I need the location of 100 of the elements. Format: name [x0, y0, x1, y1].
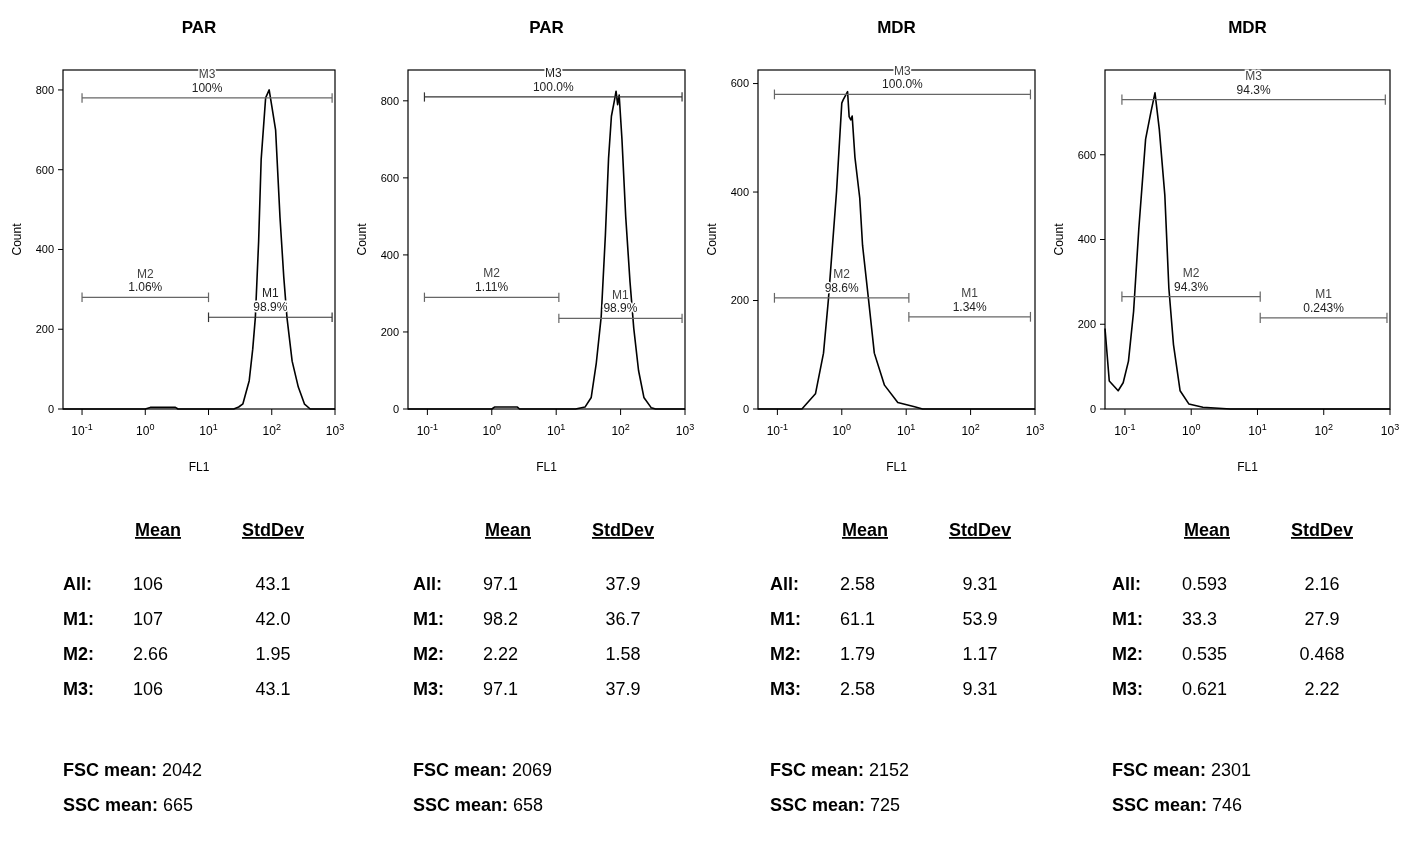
series-label: M1 — [961, 285, 979, 300]
x-tick-label: 10$^{2}$ — [262, 422, 281, 438]
text: 2.22 — [1304, 679, 1340, 699]
y-tick-label: 0 — [742, 402, 749, 415]
text: 43.1 — [255, 679, 291, 699]
text: 1.95 — [255, 644, 291, 664]
text: 2.58 — [840, 574, 876, 594]
x-tick-label: 10$^{3}$ — [325, 422, 345, 438]
y-tick-label: 400 — [730, 185, 749, 198]
text: M3: — [1112, 679, 1143, 699]
text: 0.593 — [1182, 574, 1228, 594]
text: StdDev — [591, 520, 655, 540]
y-axis-title: Count — [1052, 222, 1066, 256]
text: M2: — [413, 644, 444, 664]
text: 37.9 — [605, 574, 641, 594]
series-label: M2 — [136, 266, 154, 281]
y-axis-title: Count — [705, 222, 719, 256]
y-tick-label: 600 — [730, 77, 749, 90]
text: 9.31 — [962, 574, 998, 594]
y-tick-label: 200 — [730, 294, 749, 307]
x-tick-label: 10$^{0}$ — [136, 422, 155, 438]
text: 61.1 — [840, 609, 876, 629]
text: 27.9 — [1304, 609, 1340, 629]
text: FSC mean: — [1112, 760, 1207, 780]
x-tick-label: 10$^{3}$ — [1380, 422, 1400, 438]
text: 2.66 — [133, 644, 169, 664]
y-tick-label: 800 — [35, 83, 54, 96]
text: 97.1 — [483, 679, 519, 699]
text: 2.58 — [840, 679, 876, 699]
text: 98.2 — [483, 609, 519, 629]
text: M1: — [1112, 609, 1143, 629]
y-tick-label: 600 — [35, 163, 54, 176]
chart-title: PAR — [529, 18, 564, 37]
y-tick-label: 200 — [380, 325, 399, 338]
text: FSC mean: — [63, 760, 158, 780]
text: FSC mean: — [413, 760, 508, 780]
y-tick-label: 0 — [47, 402, 54, 415]
chart-title: MDR — [877, 18, 916, 37]
x-tick-label: 10$^{-1}$ — [416, 422, 439, 438]
text: 106 — [133, 679, 164, 699]
text: All: — [413, 574, 442, 594]
text: 2152 — [864, 760, 910, 780]
text: M3: — [770, 679, 801, 699]
text: 0.468 — [1299, 644, 1345, 664]
y-tick-label: 400 — [380, 248, 399, 261]
text: M2: — [1112, 644, 1143, 664]
text: Mean — [484, 520, 532, 540]
x-tick-label: 10$^{2}$ — [1314, 422, 1333, 438]
x-tick-label: 10$^{0}$ — [832, 422, 851, 438]
text: 1.79 — [840, 644, 876, 664]
series-label: M2 — [483, 266, 501, 281]
series-label: M3 — [1245, 68, 1263, 83]
text: 9.31 — [962, 679, 998, 699]
text: 746 — [1207, 795, 1243, 815]
text: 2.16 — [1304, 574, 1340, 594]
x-tick-label: 10$^{1}$ — [547, 422, 566, 438]
annotation: 1.06% — [128, 280, 163, 295]
text: M2: — [63, 644, 94, 664]
y-tick-label: 600 — [380, 171, 399, 184]
x-tick-label: 10$^{1}$ — [1248, 422, 1267, 438]
x-axis-title: FL1 — [886, 460, 908, 474]
text: SSC mean: — [413, 795, 509, 815]
text: 43.1 — [255, 574, 291, 594]
text: 2042 — [157, 760, 203, 780]
annotation: 100% — [191, 80, 223, 95]
text: 658 — [508, 795, 544, 815]
y-tick-label: 800 — [380, 94, 399, 107]
text: 42.0 — [255, 609, 291, 629]
series-label: M1 — [261, 286, 279, 301]
x-axis-title: FL1 — [1237, 460, 1259, 474]
text: All: — [63, 574, 92, 594]
y-tick-label: 200 — [35, 323, 54, 336]
text: 2.22 — [483, 644, 519, 664]
annotation: 94.3% — [1174, 279, 1209, 294]
series-label: M2 — [833, 267, 851, 282]
text: 36.7 — [605, 609, 641, 629]
y-axis-title: Count — [10, 222, 24, 256]
text: SSC mean: — [770, 795, 866, 815]
text: 1.17 — [962, 644, 998, 664]
y-tick-label: 400 — [35, 243, 54, 256]
text: M1: — [63, 609, 94, 629]
text: 2069 — [507, 760, 553, 780]
text: All: — [1112, 574, 1141, 594]
series-label: M2 — [1182, 265, 1200, 280]
y-tick-label: 400 — [1077, 233, 1096, 246]
annotation: 94.3% — [1236, 82, 1271, 97]
series-label: M3 — [198, 67, 216, 82]
text: StdDev — [241, 520, 305, 540]
text: SSC mean: — [1112, 795, 1208, 815]
text: M2: — [770, 644, 801, 664]
y-tick-label: 0 — [392, 402, 399, 415]
annotation: 0.243% — [1303, 300, 1345, 315]
text: 2301 — [1206, 760, 1252, 780]
text: Mean — [1183, 520, 1231, 540]
x-tick-label: 10$^{2}$ — [961, 422, 980, 438]
series-label: M1 — [612, 287, 630, 302]
text: M3: — [413, 679, 444, 699]
x-tick-label: 10$^{3}$ — [675, 422, 695, 438]
text: Mean — [134, 520, 182, 540]
text: 33.3 — [1182, 609, 1218, 629]
